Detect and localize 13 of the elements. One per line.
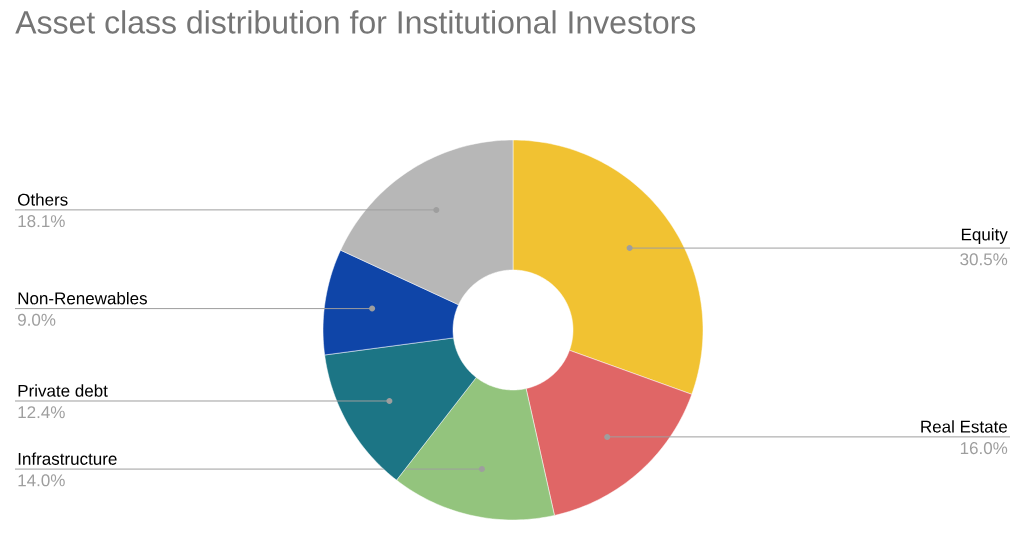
slice-label: Others [18,193,68,206]
slice-label: Non-Renewables [18,291,147,305]
chart-title: Asset class distribution for Institutional Investors [15,10,696,34]
slice-label: Equity [961,228,1008,244]
slice-label: Real Estate [921,420,1008,433]
data-label: 30.5% [960,253,1008,266]
data-label: 18.1% [18,215,65,228]
slice-label: Private debt [18,384,108,397]
data-label: 16.0% [960,442,1008,455]
data-label: 12.4% [18,406,65,419]
data-label: 14.0% [18,474,65,487]
data-label: 9.0% [18,313,56,326]
slice-label: Infrastructure [18,452,117,465]
